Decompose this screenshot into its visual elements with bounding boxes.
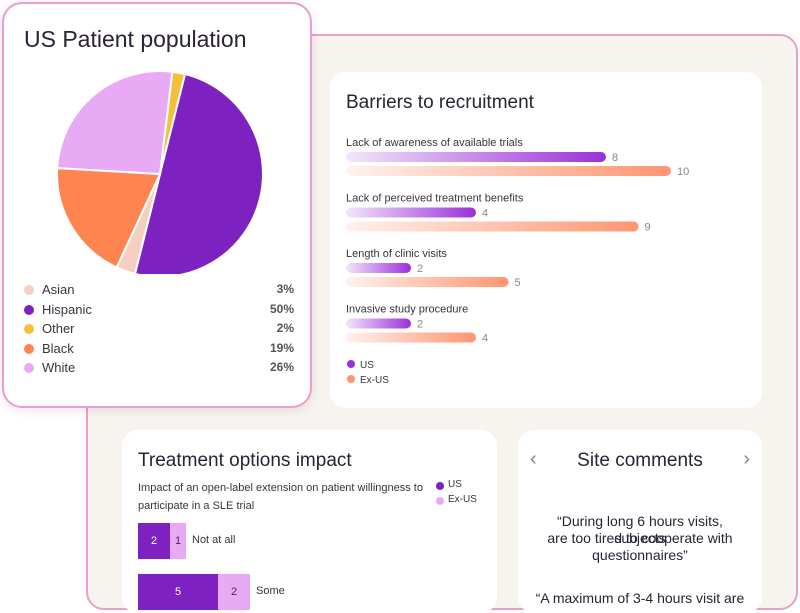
chevron-right-icon[interactable]: ›	[743, 448, 750, 470]
legend-percent: 2%	[276, 321, 294, 335]
bar-exus-0	[346, 166, 671, 176]
legend-label: Ex-US	[360, 375, 389, 386]
bar-value-label: 8	[612, 152, 618, 164]
stack-segment-us: 2	[138, 523, 170, 559]
legend-dot	[24, 285, 34, 295]
legend-label: US	[360, 360, 374, 371]
quote-1-line-3: questionnaires”	[592, 547, 688, 563]
legend-dot	[24, 363, 34, 373]
legend-dot	[24, 343, 34, 354]
us-patient-population-card: US Patient population Asian 3% Hispanic 50%…	[2, 2, 312, 408]
barriers-bar-chart: Lack of awareness of available trials 8 10…	[346, 137, 689, 386]
pie-slice-black	[56, 167, 162, 269]
chevron-left-icon[interactable]: ‹	[530, 448, 537, 470]
legend-dot	[24, 324, 34, 334]
barrier-category-label: Invasive study procedure	[346, 304, 468, 316]
legend-item-black: Black 19%	[24, 341, 294, 359]
barrier-category-label: Lack of perceived treatment benefits	[346, 193, 524, 205]
bar-value-label: 10	[677, 166, 689, 178]
legend-percent: 50%	[269, 301, 294, 316]
legend-dot	[347, 360, 355, 368]
page-title: US Patient population	[24, 26, 247, 52]
bar-us-0	[346, 152, 606, 162]
bar-us-3	[346, 318, 411, 329]
bar-exus-3	[346, 332, 476, 343]
pie-slice-white	[56, 70, 174, 176]
legend-percent: 19%	[269, 340, 294, 355]
legend-label: Black	[42, 340, 74, 356]
bar-us-1	[346, 207, 476, 218]
legend-label: White	[42, 360, 76, 375]
bar-value-label: 2	[417, 319, 423, 331]
legend-dot	[436, 497, 444, 505]
treatment-title: Treatment options impact	[138, 450, 352, 471]
treatment-subtitle-1: Impact of an open-label extension on pat…	[138, 482, 423, 494]
stack-segment-exus: 2	[218, 574, 250, 610]
bar-value-label: 4	[482, 333, 488, 345]
bar-value-label: 5	[515, 277, 521, 289]
barrier-category-label: Length of clinic visits	[346, 248, 447, 260]
legend-percent: 3%	[276, 282, 294, 296]
quote-1-line-2: are too tired to cooperate with	[547, 530, 733, 546]
barriers-card: Barriers to recruitment Lack of awarenes…	[330, 72, 762, 408]
site-comments-title: Site comments	[577, 450, 703, 471]
pie-slice-hispanic	[133, 72, 264, 274]
pie-chart	[56, 70, 264, 274]
stack-segment-exus: 1	[170, 523, 186, 559]
legend-percent: 26%	[269, 360, 294, 374]
treatment-category-label: Not at all	[192, 534, 236, 546]
legend-label: US	[448, 479, 462, 490]
bar-exus-1	[346, 221, 639, 232]
legend-label: Asian	[42, 282, 75, 297]
legend-item-white: White 26%	[24, 360, 294, 378]
legend-item-hispanic: Hispanic 50%	[24, 302, 294, 320]
bar-exus-2	[346, 277, 509, 287]
legend-dot	[436, 482, 444, 490]
bar-value-label: 4	[482, 208, 488, 220]
bar-value-label: 9	[645, 222, 651, 234]
bar-us-2	[346, 263, 411, 273]
legend-label: Ex-US	[448, 494, 477, 505]
legend-label: Other	[42, 321, 75, 336]
site-comments-card: ‹ Site comments › “During long 6 hours v…	[518, 430, 762, 613]
stack-segment-us: 5	[138, 574, 218, 610]
quote-2-line-1: “A maximum of 3-4 hours visit are	[535, 590, 745, 606]
treatment-subtitle-2: participate in a SLE trial	[138, 500, 255, 512]
barrier-category-label: Lack of awareness of available trials	[346, 137, 523, 149]
legend-dot	[24, 304, 34, 315]
legend-item-asian: Asian 3%	[24, 282, 294, 300]
legend-item-other: Other 2%	[24, 321, 294, 339]
quote-1-line-1: “During long 6 hours visits, subjects	[557, 513, 723, 546]
legend-dot	[347, 375, 355, 383]
treatment-category-label: Some	[256, 585, 285, 597]
barriers-title: Barriers to recruitment	[346, 92, 534, 113]
bar-value-label: 2	[417, 263, 423, 275]
legend-label: Hispanic	[42, 301, 92, 317]
treatment-options-card: Treatment options impact Impact of an op…	[122, 430, 497, 613]
